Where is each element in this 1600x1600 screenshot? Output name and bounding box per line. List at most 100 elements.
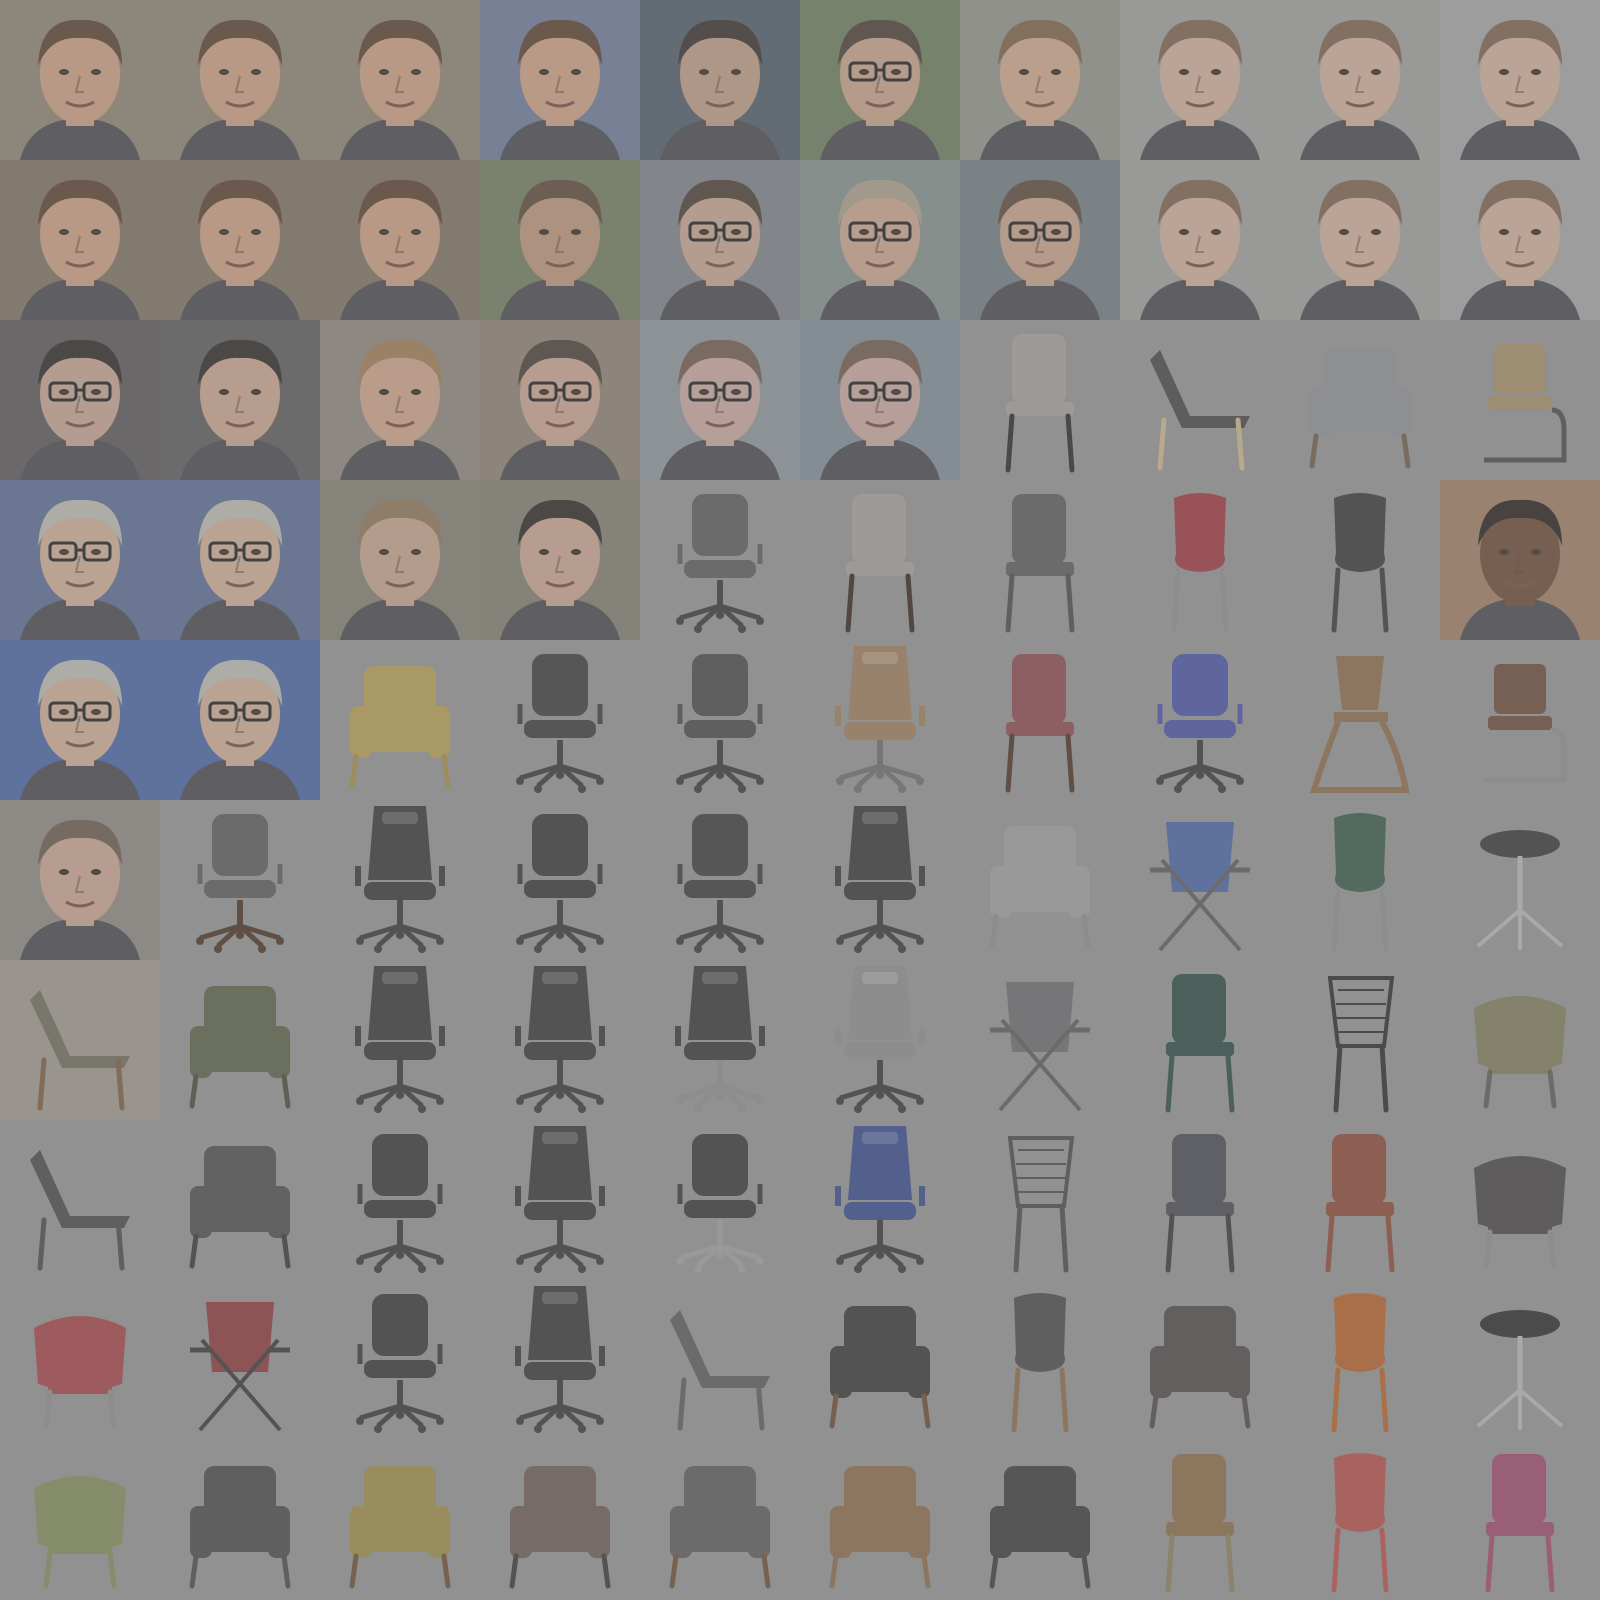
chair-seat <box>524 1202 596 1220</box>
hair <box>38 499 122 546</box>
caster <box>694 625 702 633</box>
chair-photo-tile <box>960 480 1120 640</box>
chair-backrest <box>1012 494 1066 564</box>
chair-backrest <box>528 966 592 1040</box>
right-eye <box>251 549 261 555</box>
shoulders <box>980 118 1100 160</box>
mouth <box>225 260 255 268</box>
chair-photo-tile <box>160 960 320 1120</box>
caster <box>676 937 684 945</box>
caster <box>1196 771 1204 779</box>
chair-backrest <box>1324 346 1396 406</box>
caster <box>374 1265 382 1273</box>
shoulders <box>500 598 620 640</box>
chair-illustration <box>800 1440 960 1600</box>
right-eye <box>571 389 581 395</box>
chair-armrests <box>835 1186 925 1206</box>
chair-illustration <box>1280 1120 1440 1280</box>
chair-seat <box>524 880 596 898</box>
tile-overlay <box>1280 1120 1440 1280</box>
face <box>680 24 760 124</box>
tile-overlay <box>480 0 640 160</box>
caster <box>898 1105 906 1113</box>
chair-leg-right <box>1059 1203 1069 1273</box>
chair-seat <box>524 1042 596 1060</box>
chair-illustration <box>480 960 640 1120</box>
chair-photo-tile <box>1440 1120 1600 1280</box>
base-spoke <box>1199 763 1241 781</box>
right-eye <box>571 229 581 235</box>
tile-overlay <box>160 0 320 160</box>
tile-overlay <box>1120 640 1280 800</box>
face <box>840 24 920 124</box>
hair <box>678 19 762 67</box>
hair <box>1478 19 1562 67</box>
tile-overlay <box>160 480 320 640</box>
chair-leg-left <box>1165 1053 1175 1113</box>
chair-photo-tile <box>0 960 160 1120</box>
caster <box>676 617 684 625</box>
chair-illustration <box>960 960 1120 1120</box>
chair-illustration <box>0 1120 160 1280</box>
left-eye <box>379 69 389 75</box>
caster <box>876 1251 884 1259</box>
hair <box>198 499 282 546</box>
headrest-pillow <box>542 1132 578 1144</box>
base-spoke <box>1176 764 1202 788</box>
face-photo-tile <box>640 160 800 320</box>
chair-photo-tile <box>960 1440 1120 1600</box>
caster <box>836 937 844 945</box>
chair-photo-tile <box>480 640 640 800</box>
caster <box>534 1265 542 1273</box>
right-eye <box>251 389 261 395</box>
caster <box>436 1417 444 1425</box>
mouth <box>225 740 255 748</box>
base-spoke <box>679 1243 721 1261</box>
chair-photo-tile <box>800 640 960 800</box>
face-photo-tile <box>480 160 640 320</box>
left-eye <box>699 229 709 235</box>
wire-weave <box>1016 1149 1066 1193</box>
chair-backrest <box>204 1146 276 1206</box>
base-spoke <box>559 763 601 781</box>
chair-photo-tile <box>1120 480 1280 640</box>
tile-overlay <box>1280 0 1440 160</box>
chair-photo-tile <box>960 800 1120 960</box>
tile-overlay <box>1280 480 1440 640</box>
tile-overlay <box>1440 800 1600 960</box>
caster <box>694 785 702 793</box>
nose <box>554 395 564 413</box>
left-eye <box>539 69 549 75</box>
chair-photo-tile <box>0 1280 160 1440</box>
caster <box>258 945 266 953</box>
chair-backrest <box>204 986 276 1046</box>
tile-overlay <box>800 160 960 320</box>
left-eye <box>59 549 69 555</box>
tile-overlay <box>480 960 640 1120</box>
tile-overlay <box>160 1280 320 1440</box>
chair-seat <box>30 990 130 1068</box>
tile-overlay <box>1120 320 1280 480</box>
nose <box>554 75 564 93</box>
base-spoke <box>376 1244 402 1268</box>
shoulders <box>180 758 300 800</box>
hair <box>38 179 122 226</box>
face-illustration <box>1440 160 1600 320</box>
chair-seat <box>368 724 432 752</box>
tile-overlay <box>320 1440 480 1600</box>
tile-overlay <box>320 1120 480 1280</box>
chair-photo-tile <box>640 1120 800 1280</box>
chair-armrests <box>357 1344 443 1364</box>
chair-backrest <box>364 666 436 726</box>
base-spoke <box>719 763 761 781</box>
base-spoke <box>536 1244 562 1268</box>
right-eye <box>251 709 261 715</box>
chair-illustration <box>1440 960 1600 1120</box>
left-eye <box>59 69 69 75</box>
chair-armrests <box>515 1026 605 1046</box>
tile-overlay <box>1280 960 1440 1120</box>
chair-seat <box>844 882 916 900</box>
nose <box>74 75 84 93</box>
left-eye <box>1179 69 1189 75</box>
chair-leg-right <box>761 1553 771 1589</box>
